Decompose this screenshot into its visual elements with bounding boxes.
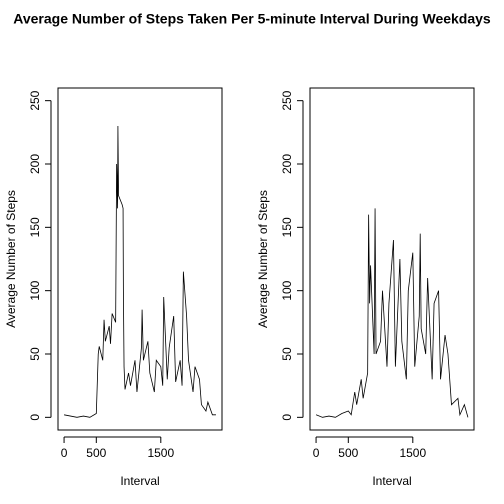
y-tick-label: 50 bbox=[28, 347, 42, 361]
x-tick-label: 1500 bbox=[399, 446, 426, 460]
data-line bbox=[315, 208, 469, 418]
y-tick-label: 0 bbox=[280, 414, 294, 421]
x-tick-label: 500 bbox=[338, 446, 358, 460]
y-tick-label: 250 bbox=[28, 90, 42, 110]
y-axis-label: Average Number of Steps bbox=[4, 190, 18, 328]
y-tick-label: 100 bbox=[28, 280, 42, 300]
y-tick-label: 200 bbox=[280, 154, 294, 174]
x-tick-label: 500 bbox=[86, 446, 106, 460]
x-tick-label: 0 bbox=[313, 446, 320, 460]
plot-frame bbox=[309, 87, 475, 431]
y-tick-label: 100 bbox=[280, 280, 294, 300]
y-tick-label: 200 bbox=[28, 154, 42, 174]
y-tick-label: 250 bbox=[280, 90, 294, 110]
x-axis-label: Interval bbox=[120, 474, 159, 488]
plot-frame bbox=[57, 87, 223, 431]
y-tick-label: 150 bbox=[280, 217, 294, 237]
y-tick-label: 50 bbox=[280, 347, 294, 361]
x-axis-label: Interval bbox=[372, 474, 411, 488]
x-tick-label: 1500 bbox=[147, 446, 174, 460]
figure-title: Average Number of Steps Taken Per 5-minu… bbox=[13, 11, 491, 27]
data-line bbox=[63, 125, 216, 418]
y-tick-label: 0 bbox=[28, 414, 42, 421]
x-tick-label: 0 bbox=[61, 446, 68, 460]
y-tick-label: 150 bbox=[28, 217, 42, 237]
y-axis-label: Average Number of Steps bbox=[256, 190, 270, 328]
